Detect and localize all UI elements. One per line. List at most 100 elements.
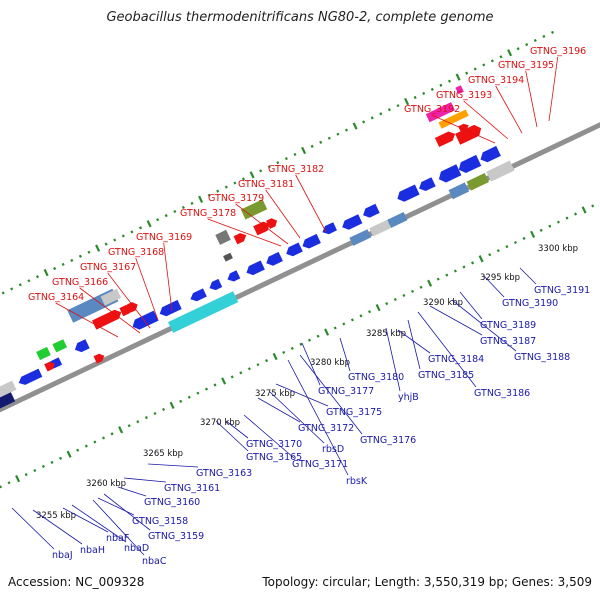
reverse-gene-label: GTNG_3187 [480,336,536,347]
gene-arrow-34 [369,219,392,237]
reverse-gene-label: nbaF [106,533,129,544]
gene-arrow-37 [466,173,489,191]
upper-tick [43,268,49,277]
scale-label-7: 3290 kbp [423,298,463,308]
reverse-gene-label: GTNG_3176 [360,435,416,446]
lower-tick [204,387,209,391]
lower-tick [513,240,518,245]
upper-tick [224,185,228,189]
upper-tick [362,120,366,124]
reverse-gene-leader [103,493,151,531]
upper-tick [507,49,513,57]
forward-gene-leader [295,174,327,233]
reverse-gene-leader [301,342,321,386]
upper-tick [542,34,546,38]
upper-tick [130,230,134,234]
forward-gene-label: GTNG_3193 [436,90,492,101]
lower-tick [316,334,320,338]
lower-tick [548,224,552,228]
gene-arrow-36 [448,182,470,200]
upper-tick [53,266,57,271]
reverse-gene-leader [269,391,325,444]
upper-tick [352,122,358,130]
upper-tick [164,214,168,218]
upper-tick [499,55,503,59]
gene-arrow-6 [0,380,17,398]
lower-tick [66,450,72,458]
upper-tick [198,195,204,203]
reverse-gene-label: yhjB [398,392,419,403]
reverse-gene-label: GTNG_3165 [246,452,302,463]
gene-arrow-50 [233,233,247,245]
gene-arrow-11 [159,299,182,317]
gene-arrow-40 [100,288,122,306]
scale-label-8: 3295 kbp [480,273,520,283]
upper-tick [104,242,108,246]
lower-tick [59,456,63,460]
reverse-gene-leader [407,319,421,370]
upper-tick [533,38,537,43]
gene-arrow-48 [215,229,231,245]
lower-tick [333,326,337,330]
upper-tick [113,238,117,242]
lower-tick [419,285,423,289]
reverse-gene-leader [459,291,483,320]
gene-arrow-14 [227,270,241,282]
reverse-gene-label: rbsD [322,444,344,455]
forward-gene-leader [79,287,141,334]
gene-arrow-16 [266,251,283,266]
lower-tick [110,432,114,436]
gene-arrow-12 [190,288,207,302]
lower-tick [393,297,397,302]
reverse-gene-label: GTNG_3160 [144,497,200,508]
upper-tick [336,132,340,136]
forward-gene-leader [135,257,159,321]
forward-gene-label: GTNG_3178 [180,208,236,219]
reverse-gene-label: GTNG_3190 [502,298,558,309]
lower-tick [307,338,312,342]
upper-tick [70,258,74,262]
lower-tick [0,485,3,489]
reverse-gene-label: GTNG_3159 [148,531,204,542]
upper-tick [146,220,152,228]
gene-arrow-55 [438,109,469,129]
upper-tick [284,157,288,161]
forward-gene-label: GTNG_3196 [530,46,586,57]
lower-tick [375,304,381,312]
forward-gene-leader [207,218,282,247]
lower-tick [127,424,131,428]
lower-tick [565,216,569,220]
forward-gene-leader [107,272,151,329]
gene-arrow-23 [419,177,436,191]
scale-label-3: 3270 kbp [200,418,240,428]
gene-arrow-57 [434,131,456,147]
gene-arrow-20 [342,214,363,230]
gene-arrow-58 [455,124,482,145]
gene-arrow-7 [18,368,43,385]
gene-arrow-53 [223,252,233,262]
upper-tick [310,144,314,148]
gene-arrow-47 [93,353,105,364]
forward-gene-leader [235,203,289,245]
lower-tick [496,249,500,253]
forward-gene-label: GTNG_3192 [404,104,460,115]
forward-gene-leader [265,189,301,239]
reverse-gene-leader [397,329,431,354]
reverse-gene-leader [123,477,167,483]
scale-label-9: 3300 kbp [538,244,578,254]
lower-tick [169,401,175,409]
reverse-gene-label: nbaH [80,545,105,556]
lower-tick [410,289,415,293]
reverse-gene-leader [243,414,295,459]
scale-label-1: 3260 kbp [86,479,126,489]
upper-tick [550,30,555,34]
lower-tick [427,279,433,287]
upper-tick [207,193,211,197]
reverse-gene-leader [225,420,249,439]
gene-arrow-56 [458,123,469,133]
forward-gene-leader [163,242,173,312]
reverse-gene-leader [257,397,301,423]
gene-arrow-26 [480,145,501,163]
upper-tick [95,244,101,252]
upper-tick [190,201,194,205]
